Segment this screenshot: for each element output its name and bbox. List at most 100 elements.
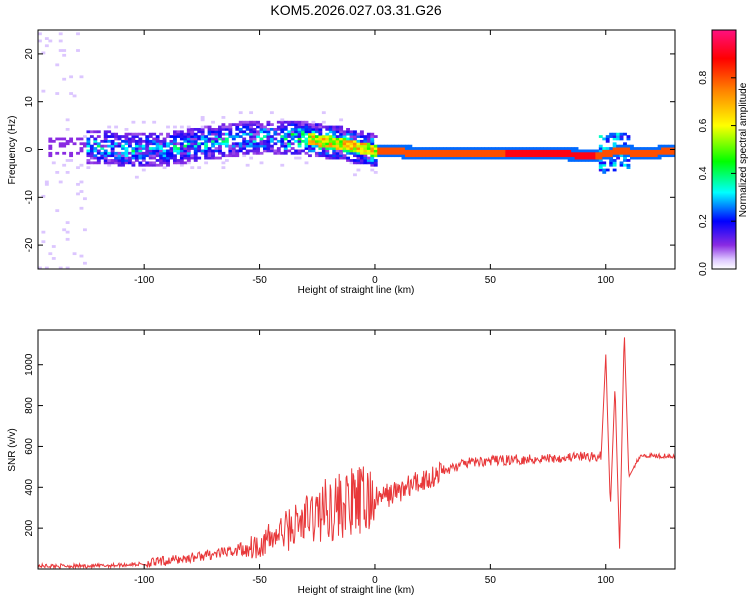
spectrogram-cell <box>121 139 125 143</box>
spectrogram-cell <box>353 149 357 153</box>
spectrogram-cell <box>138 151 143 155</box>
spectrogram-cell <box>619 137 624 141</box>
spectrogram-cell <box>543 151 548 155</box>
spectrogram-cell <box>204 161 209 165</box>
spectrogram-cell <box>366 161 371 165</box>
spectrogram-cell <box>543 149 548 153</box>
spectrogram-cell <box>204 151 209 155</box>
spectrogram-cell <box>304 161 309 165</box>
spectrogram-cell <box>166 159 170 162</box>
spectrogram-cell <box>463 147 468 150</box>
spectrogram-cell <box>664 154 669 158</box>
spectrogram-cell <box>159 159 164 162</box>
spectrogram-cell <box>249 123 254 126</box>
spectrogram-cell <box>214 130 219 134</box>
spectrogram-cell <box>553 147 558 150</box>
spectrogram-cell <box>283 132 288 136</box>
spectrogram-cell <box>214 147 219 150</box>
spectrogram-cell <box>623 142 627 146</box>
spectrogram-cell <box>314 142 319 146</box>
spectrogram-cell <box>595 156 600 160</box>
spectrogram-cell <box>124 132 129 136</box>
spectrogram-cell <box>373 151 378 155</box>
spectrogram-cell <box>269 149 274 153</box>
spectrogram-cell <box>134 132 139 136</box>
spectrogram-cell <box>581 156 586 160</box>
spectrogram-cell <box>218 135 222 138</box>
spectrogram-cell <box>55 137 60 141</box>
spectrogram-cell <box>173 144 177 148</box>
spectrogram-cell <box>221 139 226 143</box>
spectrogram-cell <box>609 159 614 162</box>
spectrogram-cell <box>398 147 402 150</box>
spectrogram-cell <box>422 149 427 153</box>
spectrogram-cell <box>256 125 260 129</box>
x-tick-label: -100 <box>134 275 154 286</box>
spectrogram-cell <box>235 149 240 153</box>
spectrogram-cell <box>619 132 624 136</box>
spectrogram-cell <box>58 142 63 146</box>
spectrogram-cell <box>117 142 122 146</box>
spectrogram-cell <box>235 144 240 148</box>
spectrogram-cell <box>231 137 236 141</box>
spectrogram-cell <box>366 156 371 160</box>
spectrogram-cell <box>404 156 409 160</box>
spectrogram-cell <box>280 135 285 138</box>
spectrogram-cell <box>162 154 167 158</box>
spectrogram-cell <box>643 151 648 155</box>
spectrogram-cell <box>668 151 672 155</box>
spectrogram-cell <box>176 161 181 165</box>
spectrogram-cell <box>432 151 437 155</box>
spectrogram-cell <box>166 135 170 138</box>
spectrogram-cell <box>131 120 136 124</box>
spectrogram-cell <box>332 130 337 134</box>
spectrogram-cell <box>249 132 254 136</box>
spectrogram-cell <box>398 151 402 155</box>
spectrogram-cell <box>598 166 603 170</box>
spectrogram-cell <box>124 137 129 141</box>
spectrogram-cell <box>242 125 247 129</box>
spectrogram-cell <box>446 156 451 160</box>
spectrogram-cell <box>342 135 347 138</box>
spectrogram-cell <box>647 154 652 158</box>
spectrogram-cell <box>308 132 312 136</box>
spectrogram-cell <box>339 135 344 138</box>
spectrogram-cell <box>141 132 146 136</box>
spectrogram-cell <box>204 149 209 153</box>
spectrogram-cell <box>134 159 139 162</box>
spectrogram-cell <box>467 149 472 153</box>
spectrogram-cell <box>370 163 375 167</box>
spectrogram-cell <box>481 154 485 158</box>
spectrogram-cell <box>287 130 292 134</box>
spectrogram-cell <box>242 137 247 141</box>
spectrogram-cell <box>141 120 146 124</box>
spectrogram-cell <box>439 151 444 155</box>
spectrogram-cell <box>308 130 312 134</box>
spectrogram-cell <box>138 154 143 158</box>
spectrogram-cell <box>477 147 482 150</box>
spectrogram-cell <box>380 151 385 155</box>
y-tick-label: 0 <box>24 146 35 152</box>
spectrogram-cell <box>69 137 74 141</box>
spectrogram-cell <box>304 147 309 150</box>
spectrogram-cell <box>602 161 607 165</box>
spectrogram-cell <box>235 125 240 129</box>
spectrogram-cell <box>224 159 229 162</box>
spectrogram-cell <box>110 147 115 150</box>
spectrogram-cell <box>128 132 132 136</box>
spectrogram-cell <box>339 137 344 141</box>
spectrogram-cell <box>636 149 641 153</box>
spectrogram-cell <box>557 151 562 155</box>
spectrogram-cell <box>148 156 153 160</box>
spectrogram-cell <box>190 139 195 143</box>
spectrogram-cell <box>159 144 164 148</box>
spectrogram-cell <box>539 149 544 153</box>
spectrogram-cell <box>204 147 209 150</box>
spectrogram-cell <box>186 151 191 155</box>
spectrogram-cell <box>546 149 551 153</box>
spectrogram-cell <box>179 149 184 153</box>
spectrogram-cell <box>553 149 558 153</box>
spectrogram-cell <box>58 266 63 269</box>
spectrogram-cell <box>193 154 198 158</box>
spectrogram-cell <box>218 147 222 150</box>
